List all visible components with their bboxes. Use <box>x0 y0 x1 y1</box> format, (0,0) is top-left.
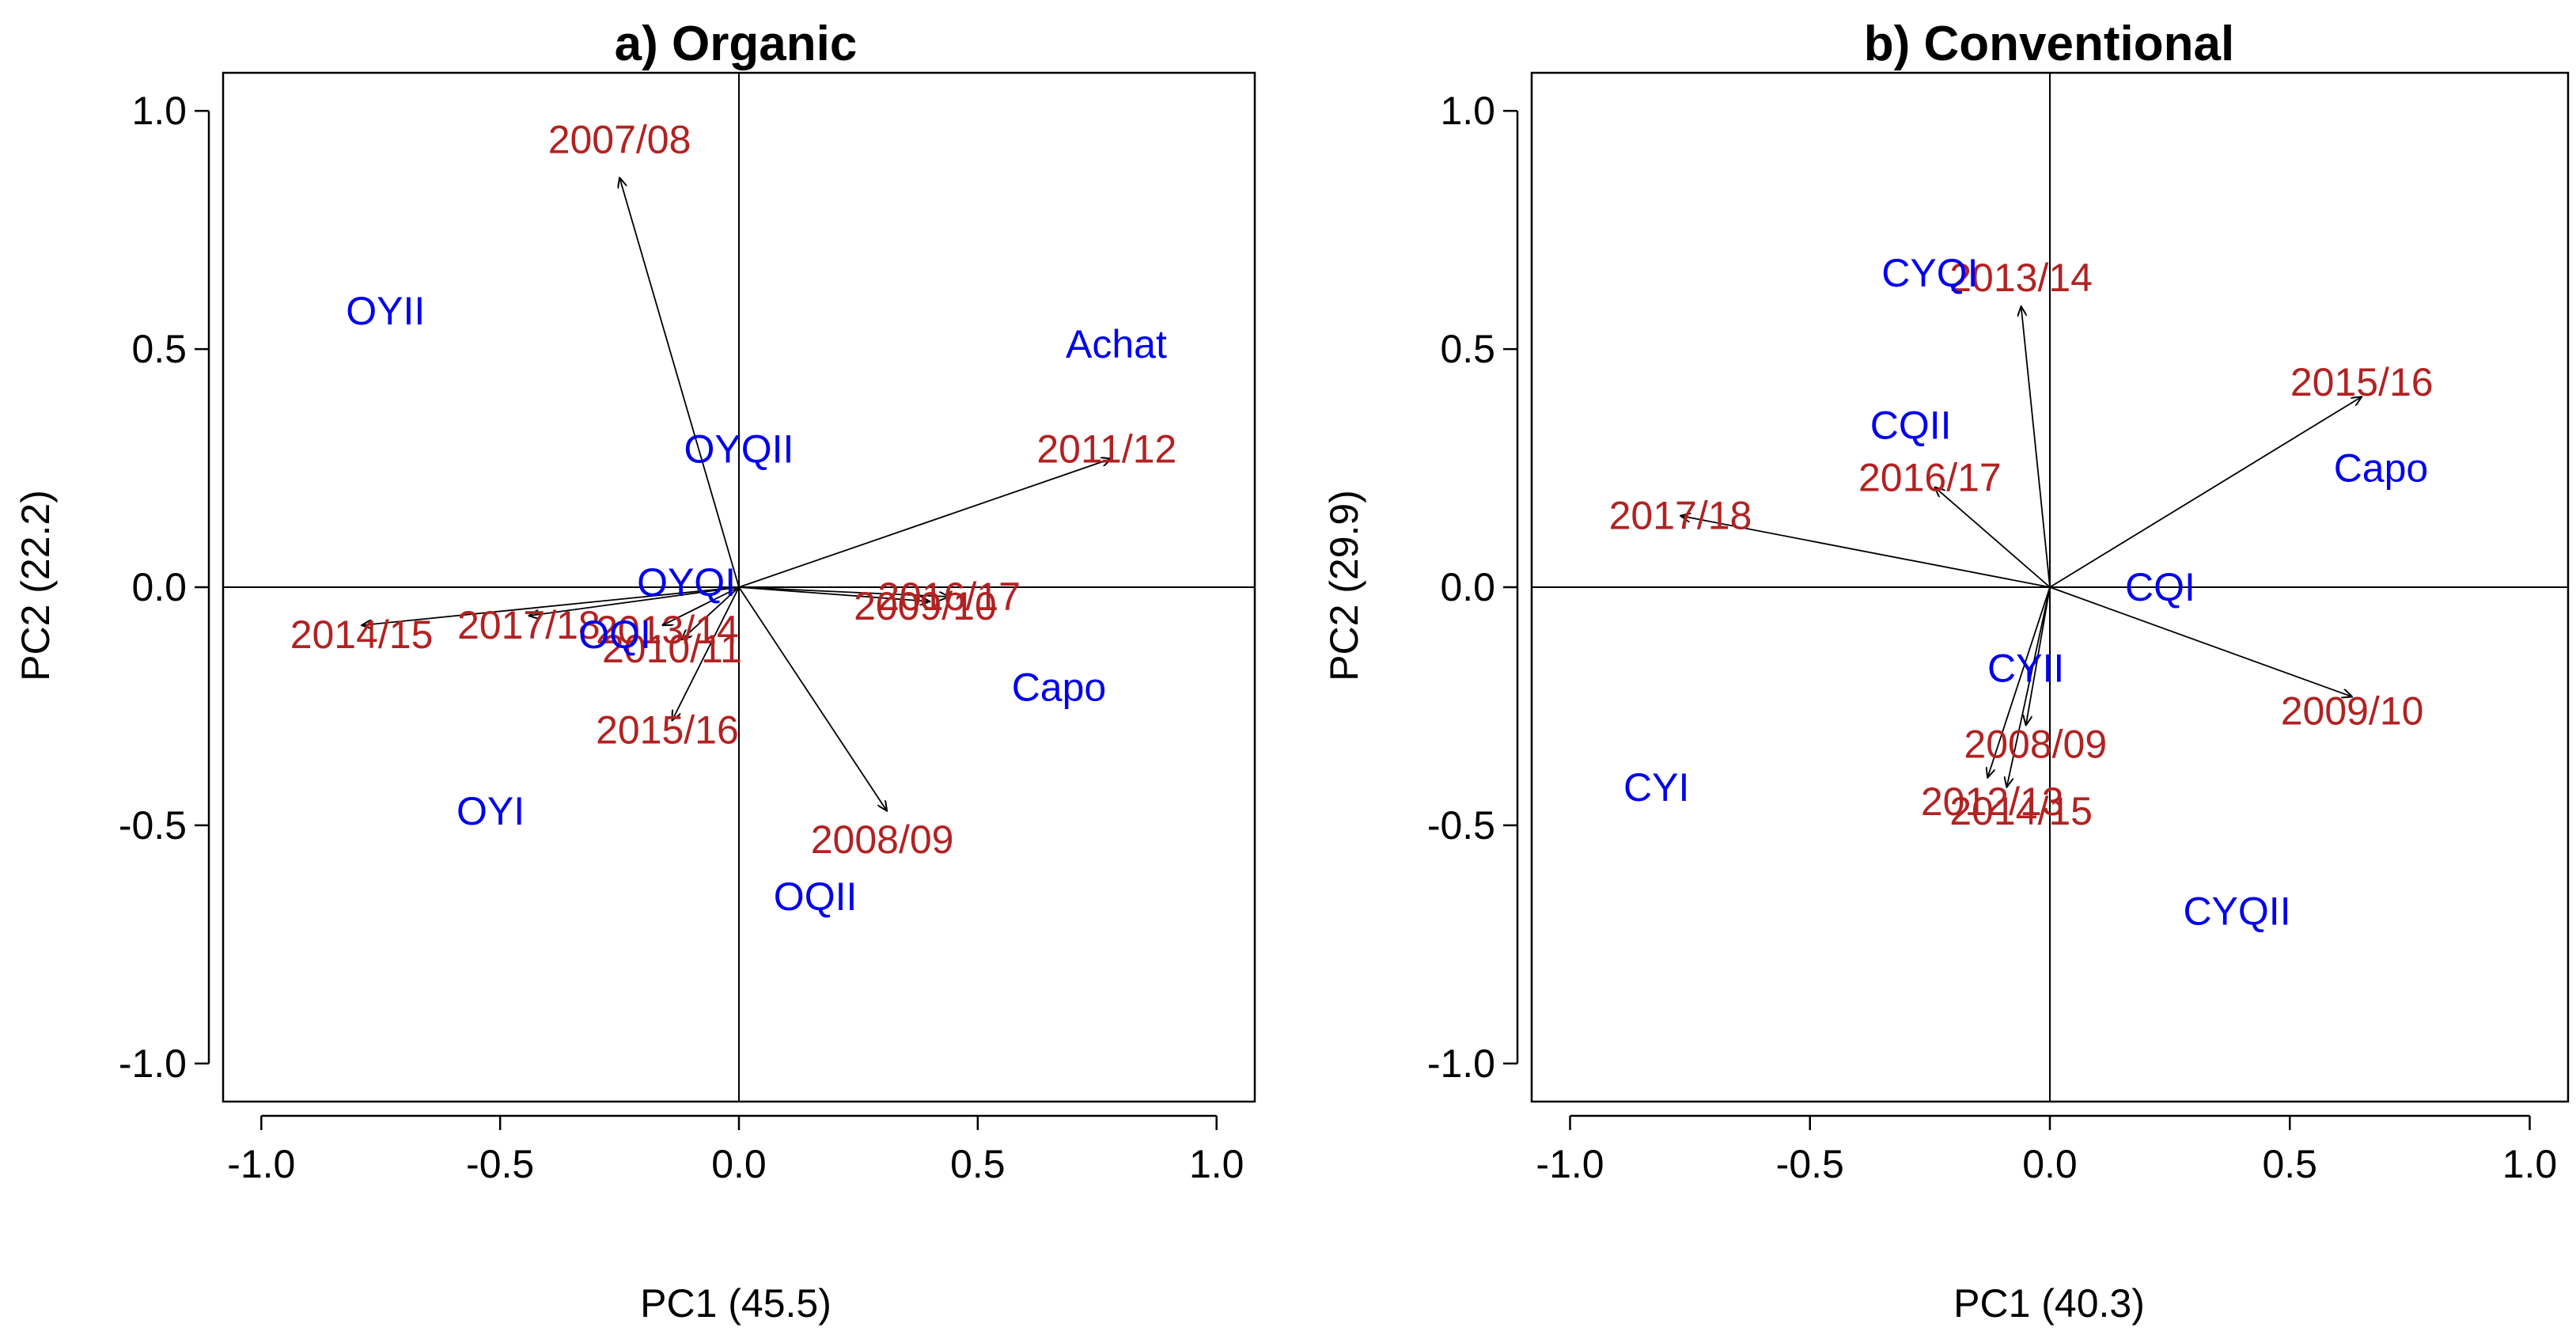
panel-title: a) Organic <box>615 17 858 71</box>
variable-label: 2013/14 <box>1949 256 2093 300</box>
variable-label: 2014/15 <box>290 613 434 657</box>
x-tick-label: 1.0 <box>1189 1142 1244 1186</box>
x-tick-label: -1.0 <box>1536 1142 1604 1186</box>
observation-label: CYQI <box>1881 251 1978 295</box>
variable-label: 2007/08 <box>548 117 691 161</box>
variable-label: 2012/13 <box>1921 780 2064 824</box>
observation-label: CYQII <box>2183 889 2290 933</box>
variable-label: 2017/18 <box>1609 494 1752 538</box>
y-tick-label: 1.0 <box>1440 89 1495 133</box>
y-axis-label: PC2 (29.9) <box>1322 490 1366 681</box>
variable-label: 2017/18 <box>457 603 600 647</box>
observation-label: Capo <box>1012 665 1107 709</box>
x-tick-label: 0.5 <box>950 1142 1006 1186</box>
observation-label: OYII <box>346 289 425 333</box>
variable-arrow <box>2006 586 2051 787</box>
variable-label: 2010/11 <box>602 627 742 671</box>
variable-arrow <box>2026 586 2051 726</box>
x-tick-label: 0.5 <box>2262 1142 2317 1186</box>
y-tick-label: -1.0 <box>1427 1041 1495 1086</box>
panel-conventional: b) Conventional PC1 (40.3) PC2 (29.9) -1… <box>1322 17 2570 1326</box>
y-tick-label: 0.5 <box>1440 327 1495 371</box>
y-tick-label: -0.5 <box>119 803 187 848</box>
variable-arrow <box>619 177 740 588</box>
observation-label: OYQII <box>684 427 794 471</box>
variable-label: 2009/10 <box>2281 688 2424 733</box>
variable-label: 2013/14 <box>596 608 739 652</box>
x-axis-label: PC1 (40.3) <box>1953 1281 2145 1326</box>
variable-label: 2014/15 <box>1949 789 2093 833</box>
observation-label: Capo <box>2334 446 2429 491</box>
variable-arrow <box>738 459 1112 588</box>
variable-label: 2015/16 <box>2290 360 2434 404</box>
variable-arrow <box>682 586 740 639</box>
variable-label: 2016/17 <box>1858 456 2002 500</box>
y-tick-label: 1.0 <box>131 89 187 133</box>
x-tick-label: -1.0 <box>227 1142 295 1186</box>
observation-label: Achat <box>1066 322 1167 366</box>
variable-label: 2008/09 <box>1964 723 2107 767</box>
observation-label: CYII <box>1987 646 2064 690</box>
variable-arrow <box>2021 306 2051 588</box>
variable-arrow <box>2049 396 2362 588</box>
variable-label: 2015/16 <box>596 708 739 753</box>
observation-label: OYI <box>456 789 525 833</box>
variable-arrow <box>738 586 949 597</box>
plot-area: -1.0 -0.5 0.0 0.5 1.0 -1.0 -0.5 0.0 0.5 1.0 2013/1… <box>1427 71 2570 1186</box>
variable-arrow <box>2049 586 2352 696</box>
y-axis-label: PC2 (22.2) <box>13 490 58 681</box>
variable-label: 2011/12 <box>1036 427 1176 471</box>
variable-arrow <box>672 586 740 721</box>
x-tick-label: 0.0 <box>2022 1142 2078 1186</box>
variable-arrow <box>1934 487 2051 588</box>
panel-organic: a) Organic PC1 (45.5) PC2 (22.2) -1.0 -0.… <box>13 17 1256 1326</box>
x-tick-label: -0.5 <box>466 1142 534 1186</box>
observation-label: CQII <box>1870 403 1952 447</box>
x-axis-label: PC1 (45.5) <box>640 1281 832 1326</box>
y-tick-label: -1.0 <box>119 1041 187 1086</box>
x-tick-label: 1.0 <box>2502 1142 2558 1186</box>
variable-arrow <box>528 586 740 616</box>
variable-label: 2016/17 <box>877 575 1021 619</box>
observation-label: CQI <box>2125 565 2195 609</box>
observation-label: CYI <box>1623 765 1689 810</box>
x-tick-label: -0.5 <box>1776 1142 1844 1186</box>
y-tick-label: 0.0 <box>1440 565 1495 609</box>
variable-arrow <box>1987 586 2051 778</box>
y-tick-label: 0.0 <box>131 565 187 609</box>
observation-label: OYQI <box>637 560 736 605</box>
observation-label: OQI <box>578 613 651 657</box>
variable-label: 2009/10 <box>854 584 997 628</box>
variable-arrow <box>362 586 740 625</box>
variable-arrow <box>738 586 887 811</box>
y-tick-label: -0.5 <box>1427 803 1495 848</box>
variable-arrow <box>738 586 930 601</box>
observation-label: OQII <box>774 874 858 919</box>
plot-area: -1.0 -0.5 0.0 0.5 1.0 -1.0 -0.5 0.0 0.5 1.0 2007/0… <box>119 71 1256 1186</box>
y-tick-label: 0.5 <box>131 327 187 371</box>
variable-arrow <box>1680 516 2051 588</box>
variable-label: 2008/09 <box>811 817 954 862</box>
variable-arrow <box>662 586 740 625</box>
x-tick-label: 0.0 <box>711 1142 767 1186</box>
panel-title: b) Conventional <box>1864 17 2234 71</box>
